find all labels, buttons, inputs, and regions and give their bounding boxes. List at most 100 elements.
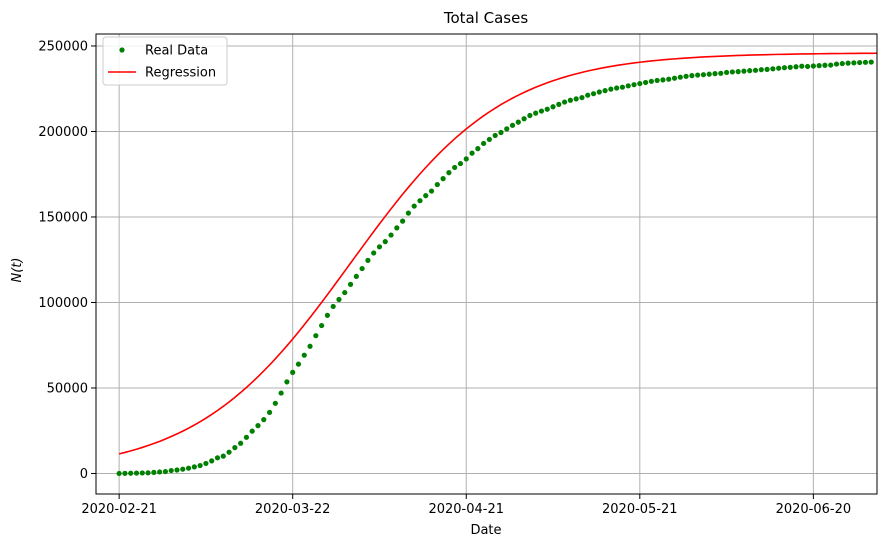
real-data-point bbox=[585, 92, 591, 98]
real-data-point bbox=[752, 67, 759, 73]
real-data-point bbox=[220, 453, 226, 459]
real-data-point bbox=[128, 470, 134, 476]
real-data-point bbox=[781, 65, 788, 71]
real-data-point bbox=[174, 467, 180, 473]
real-data-point bbox=[706, 71, 712, 77]
real-data-point bbox=[243, 434, 250, 440]
x-tick-label: 2020-03-22 bbox=[255, 502, 331, 517]
y-axis-label-group: N(t) bbox=[10, 258, 25, 283]
real-data-point bbox=[862, 59, 869, 65]
real-data-point bbox=[122, 470, 128, 476]
real-data-point bbox=[521, 116, 527, 122]
real-data-point bbox=[556, 101, 562, 107]
real-data-point bbox=[631, 82, 637, 88]
real-data-point bbox=[509, 122, 516, 128]
real-data-point bbox=[382, 239, 388, 245]
real-data-point bbox=[197, 462, 203, 469]
real-data-point bbox=[469, 150, 475, 156]
real-data-point bbox=[741, 68, 747, 74]
real-data-point bbox=[284, 379, 290, 385]
real-data-point bbox=[695, 72, 701, 78]
real-data-point bbox=[423, 193, 429, 199]
real-data-point bbox=[440, 176, 446, 182]
real-data-point bbox=[191, 464, 197, 470]
real-data-point bbox=[365, 257, 371, 263]
real-data-point bbox=[648, 78, 654, 84]
real-data-point bbox=[764, 66, 770, 72]
real-data-point bbox=[255, 423, 261, 429]
real-data-point bbox=[828, 62, 834, 68]
chart-title: Total Cases bbox=[443, 9, 529, 27]
legend-marker-real-data bbox=[119, 47, 125, 53]
real-data-point bbox=[295, 361, 302, 367]
real-data-point bbox=[139, 470, 145, 476]
real-data-point bbox=[203, 460, 209, 467]
real-data-point bbox=[637, 80, 643, 87]
real-data-point bbox=[434, 181, 440, 188]
real-data-point bbox=[833, 61, 840, 67]
real-data-point bbox=[446, 170, 452, 176]
real-data-point bbox=[319, 322, 325, 329]
real-data-point bbox=[642, 79, 649, 86]
real-data-point bbox=[272, 400, 278, 406]
y-tick-label: 100000 bbox=[38, 296, 88, 311]
legend-label-real-data: Real Data bbox=[145, 44, 208, 59]
tick-layer: 2020-02-21 2020-03-22 2020-04-21 2020-05-21… bbox=[38, 39, 851, 517]
real-data-point bbox=[804, 63, 811, 70]
real-data-point bbox=[463, 156, 469, 162]
x-tick-label: 2020-06-20 bbox=[776, 502, 852, 517]
legend: Real Data Regression bbox=[102, 36, 228, 86]
real-data-point bbox=[162, 468, 169, 475]
real-data-point bbox=[452, 164, 458, 171]
real-data-point bbox=[457, 160, 464, 167]
real-data-point bbox=[238, 440, 244, 446]
real-data-point bbox=[226, 449, 232, 455]
real-data-point bbox=[810, 63, 816, 69]
real-data-point bbox=[492, 132, 498, 139]
real-data-point bbox=[723, 69, 730, 76]
real-data-point bbox=[151, 469, 157, 475]
y-tick-label: 200000 bbox=[38, 125, 88, 140]
y-tick-label: 50000 bbox=[47, 381, 88, 396]
real-data-point bbox=[405, 210, 411, 216]
real-data-point bbox=[573, 96, 579, 102]
real-data-point bbox=[857, 59, 863, 66]
real-data-point bbox=[498, 129, 504, 136]
y-tick-label: 0 bbox=[80, 467, 88, 482]
real-data-point bbox=[625, 83, 631, 89]
real-data-point bbox=[683, 73, 689, 79]
real-data-point bbox=[839, 60, 845, 67]
real-data-point bbox=[660, 77, 666, 83]
real-data-point bbox=[347, 281, 354, 287]
real-data-point bbox=[371, 250, 377, 256]
real-data-point bbox=[232, 445, 238, 451]
real-data-point bbox=[758, 67, 764, 73]
real-data-point bbox=[145, 470, 151, 476]
real-data-point bbox=[579, 94, 585, 101]
real-data-point bbox=[261, 417, 267, 423]
real-data-point bbox=[677, 74, 683, 80]
plot-frame bbox=[95, 33, 878, 495]
real-data-point bbox=[278, 390, 284, 396]
real-data-point bbox=[851, 60, 857, 66]
real-data-point bbox=[504, 126, 510, 132]
real-data-point bbox=[428, 188, 435, 194]
real-data-point bbox=[666, 76, 672, 82]
real-data-point bbox=[562, 99, 568, 105]
real-data-point bbox=[590, 91, 597, 97]
real-data-point bbox=[342, 289, 348, 296]
real-data-point bbox=[313, 333, 319, 339]
y-tick-label: 250000 bbox=[38, 39, 88, 54]
real-data-point bbox=[544, 106, 550, 112]
real-data-point bbox=[116, 470, 122, 477]
legend-label-regression: Regression bbox=[145, 66, 216, 81]
real-data-point bbox=[515, 119, 521, 125]
real-data-point bbox=[729, 69, 735, 75]
real-data-point bbox=[614, 85, 620, 91]
real-data-point bbox=[596, 89, 602, 95]
real-data-point bbox=[168, 467, 174, 474]
real-data-point bbox=[770, 66, 776, 72]
real-data-point bbox=[388, 232, 394, 238]
x-tick-label: 2020-05-21 bbox=[602, 502, 678, 517]
